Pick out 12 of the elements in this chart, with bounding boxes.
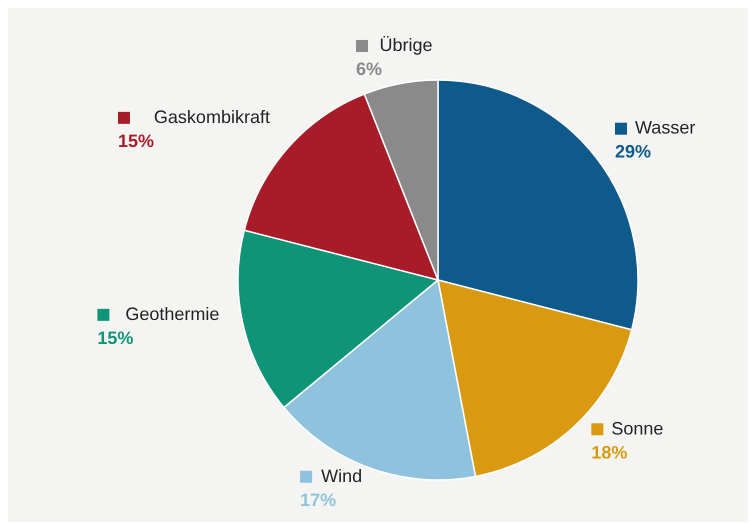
legend-label: Sonne <box>611 418 664 438</box>
legend-label: Übrige <box>380 34 433 55</box>
legend-label: Geothermie <box>125 304 220 324</box>
data-label: 15% <box>97 328 134 348</box>
data-label: 15% <box>118 130 154 151</box>
legend-label: Wind <box>321 466 362 486</box>
legend-label: Gaskombikraft <box>154 106 270 127</box>
data-label: 18% <box>591 442 628 462</box>
data-label: 6% <box>356 58 382 79</box>
data-label: 17% <box>300 490 336 510</box>
legend-label: Wasser <box>634 118 696 138</box>
data-label: 29% <box>614 142 652 162</box>
